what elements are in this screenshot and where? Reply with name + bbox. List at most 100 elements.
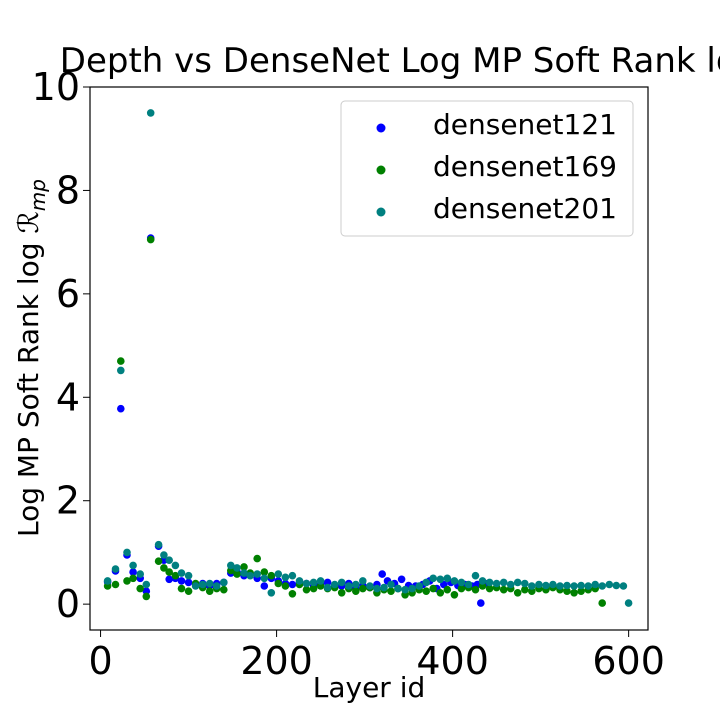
legend-marker-densenet169 xyxy=(376,165,386,175)
data-point-densenet201-70 xyxy=(584,582,592,590)
data-point-densenet201-0 xyxy=(103,577,112,585)
data-point-densenet201-4 xyxy=(129,561,137,570)
data-point-densenet201-7 xyxy=(146,109,155,117)
data-point-densenet169-68 xyxy=(570,589,578,597)
data-point-densenet169-23 xyxy=(253,554,261,563)
legend: densenet121 densenet169 densenet201 xyxy=(340,100,634,237)
data-point-densenet201-64 xyxy=(542,581,550,590)
data-point-densenet201-22 xyxy=(246,571,254,580)
data-point-densenet201-11 xyxy=(171,561,180,570)
y-axis-label-text: Log MP Soft Rank log xyxy=(12,234,45,537)
data-point-densenet169-13 xyxy=(184,587,193,595)
data-point-densenet201-8 xyxy=(154,540,163,549)
data-point-densenet121-6 xyxy=(142,587,151,595)
x-tick-label-400: 400 xyxy=(416,639,489,683)
data-point-densenet169-27 xyxy=(281,582,290,590)
data-point-densenet121-10 xyxy=(165,575,173,584)
data-point-densenet169-6 xyxy=(142,592,151,601)
data-point-densenet201-58 xyxy=(499,578,508,587)
legend-label-densenet121: densenet121 xyxy=(433,108,617,141)
data-point-densenet201-29 xyxy=(295,577,304,585)
data-point-densenet201-24 xyxy=(260,574,269,583)
data-point-densenet201-75 xyxy=(619,582,628,590)
data-point-densenet201-15 xyxy=(198,580,207,589)
y-tick-label-10: 10 xyxy=(32,65,80,109)
data-point-densenet201-10 xyxy=(165,556,173,564)
data-point-densenet121-13 xyxy=(184,578,193,587)
data-point-densenet169-20 xyxy=(233,570,241,578)
data-point-densenet201-25 xyxy=(267,589,276,597)
series-densenet201 xyxy=(103,109,633,607)
data-point-densenet201-50 xyxy=(443,574,452,583)
data-point-densenet169-37 xyxy=(352,587,360,595)
data-point-densenet201-35 xyxy=(337,578,346,587)
data-point-densenet169-52 xyxy=(457,584,466,593)
data-point-densenet169-54 xyxy=(471,585,480,594)
plot-frame xyxy=(89,86,649,631)
data-point-densenet201-9 xyxy=(160,551,168,559)
x-axis-ticks: 0 200 400 600 xyxy=(88,630,665,683)
legend-marker-densenet201 xyxy=(376,207,386,217)
data-point-densenet169-47 xyxy=(422,587,431,595)
data-point-densenet201-21 xyxy=(240,569,248,577)
y-tick-label-6: 6 xyxy=(56,272,80,316)
data-point-densenet201-61 xyxy=(521,579,529,588)
data-point-densenet201-17 xyxy=(212,582,221,590)
data-point-densenet121-4 xyxy=(129,568,137,576)
data-point-densenet169-16 xyxy=(205,587,214,595)
data-point-densenet201-57 xyxy=(492,579,501,588)
data-point-densenet169-62 xyxy=(528,587,536,595)
data-point-densenet169-38 xyxy=(359,584,367,593)
legend-box xyxy=(340,100,634,237)
data-point-densenet201-69 xyxy=(577,581,585,590)
data-point-densenet201-3 xyxy=(123,548,131,557)
data-point-densenet121-41 xyxy=(378,570,387,578)
x-tick-label-0: 0 xyxy=(88,639,112,683)
data-point-densenet201-32 xyxy=(316,577,325,585)
data-point-densenet169-61 xyxy=(521,585,529,594)
data-point-densenet201-66 xyxy=(556,582,564,590)
data-point-densenet201-23 xyxy=(253,570,261,578)
data-point-densenet201-63 xyxy=(535,580,543,589)
data-point-densenet201-42 xyxy=(387,580,395,589)
data-point-densenet201-45 xyxy=(408,584,416,593)
y-axis-ticks: 0 2 4 6 8 10 xyxy=(32,65,90,626)
data-point-densenet201-5 xyxy=(136,570,144,578)
data-point-densenet169-28 xyxy=(288,590,297,598)
data-point-densenet169-26 xyxy=(274,579,283,588)
data-point-densenet201-47 xyxy=(422,578,431,587)
data-point-densenet169-12 xyxy=(177,584,186,593)
data-point-densenet201-38 xyxy=(359,577,367,585)
data-point-densenet201-40 xyxy=(373,584,381,593)
data-point-densenet201-51 xyxy=(450,577,459,585)
chart-title: Depth vs DenseNet Log MP Soft Rank log ℛ xyxy=(60,41,720,81)
data-point-densenet169-21 xyxy=(240,563,248,571)
data-point-densenet201-43 xyxy=(394,584,402,593)
data-point-densenet201-36 xyxy=(345,582,353,590)
data-point-densenet169-10 xyxy=(165,568,173,576)
data-point-densenet201-48 xyxy=(429,574,438,583)
data-point-densenet169-8 xyxy=(154,557,163,565)
data-point-densenet169-67 xyxy=(563,587,571,595)
data-point-densenet169-24 xyxy=(260,568,269,576)
data-point-densenet201-33 xyxy=(323,583,332,592)
data-point-densenet201-34 xyxy=(330,580,339,589)
data-point-densenet169-69 xyxy=(577,587,585,595)
data-point-densenet201-59 xyxy=(506,580,515,589)
data-point-densenet169-49 xyxy=(436,589,445,597)
data-point-densenet201-37 xyxy=(352,580,360,589)
data-point-densenet201-54 xyxy=(471,571,480,580)
data-point-densenet121-28 xyxy=(288,580,297,589)
data-point-densenet169-56 xyxy=(485,584,494,593)
data-point-densenet201-41 xyxy=(380,583,388,592)
data-point-densenet201-28 xyxy=(288,571,297,580)
data-point-densenet169-72 xyxy=(598,599,606,607)
data-point-densenet201-30 xyxy=(302,579,311,588)
data-point-densenet201-68 xyxy=(570,582,578,590)
y-axis-label: Log MP Soft Rank log ℛmp xyxy=(12,179,50,537)
data-point-densenet169-5 xyxy=(136,584,144,593)
data-point-densenet169-35 xyxy=(337,589,346,597)
data-point-densenet201-19 xyxy=(227,561,235,570)
data-point-densenet169-9 xyxy=(160,564,168,572)
